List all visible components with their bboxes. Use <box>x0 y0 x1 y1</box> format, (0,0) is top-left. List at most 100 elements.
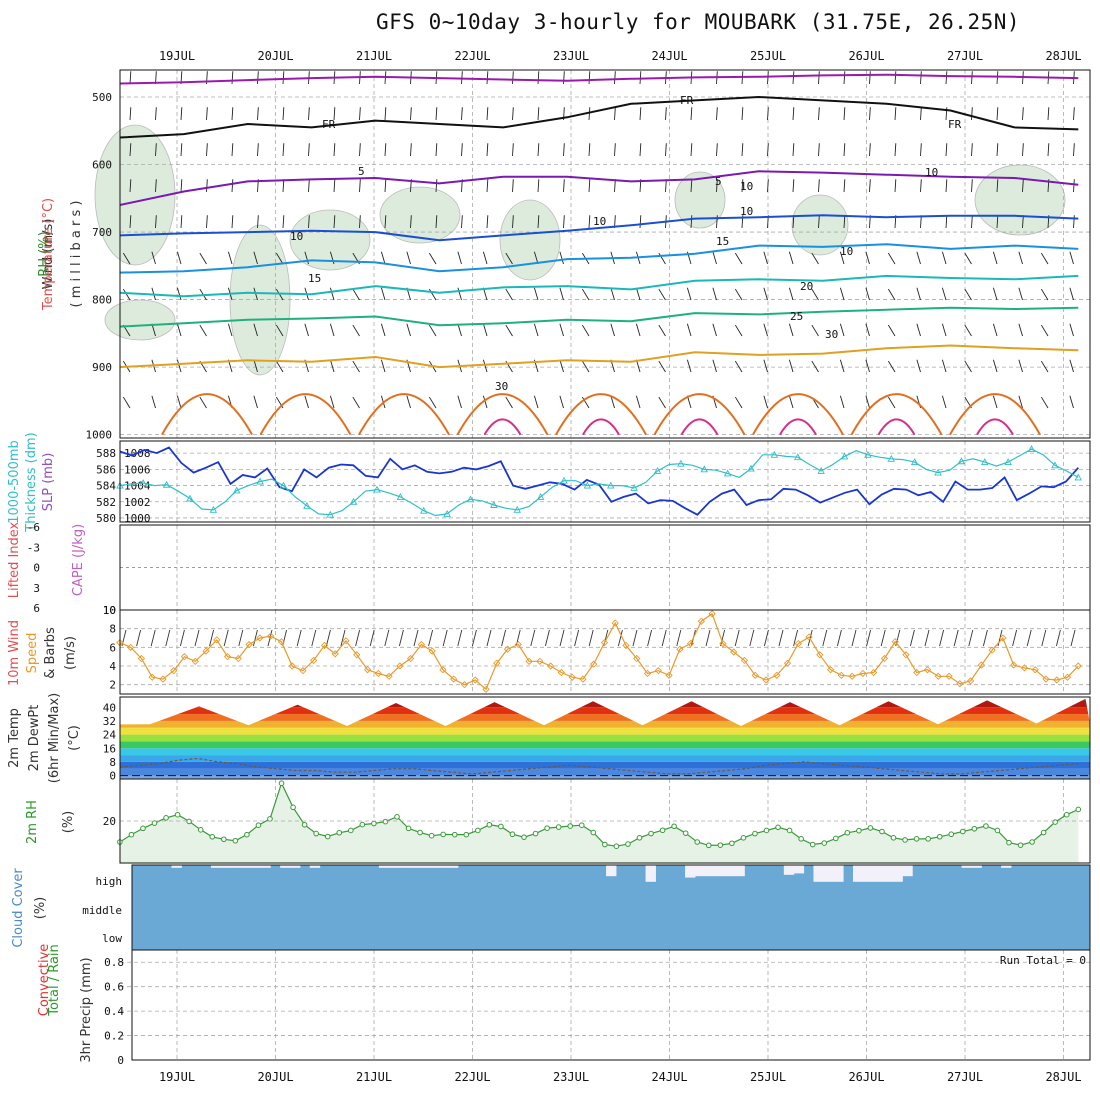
rh2m-point <box>1006 839 1012 846</box>
wind-barb <box>282 143 285 157</box>
wind-barb <box>843 215 846 229</box>
thickness-point <box>560 476 568 484</box>
wind10m-barb <box>720 629 726 647</box>
thickness-point <box>186 494 194 502</box>
wind10m-barb <box>223 629 229 647</box>
wind-barb <box>614 179 616 193</box>
wind-barb <box>1069 287 1074 301</box>
thickness-point <box>770 450 779 458</box>
wind-barb <box>129 107 132 121</box>
thickness-point <box>209 505 218 513</box>
0-ylabel: ( m i l l i b a r s ) <box>69 201 84 308</box>
wind-barb <box>581 360 590 373</box>
wind-barb <box>199 324 207 337</box>
pressure-tick: 1000 <box>86 429 113 442</box>
thickness-point <box>373 485 381 493</box>
wind10m-barb <box>398 629 404 647</box>
wind10m-barb <box>866 629 872 647</box>
wind-barb <box>843 179 846 193</box>
wind-barb <box>359 143 361 157</box>
wind-barb <box>1069 395 1074 409</box>
wind-barb <box>658 252 666 265</box>
rh2m-point <box>382 818 389 825</box>
wind-barb <box>894 71 897 85</box>
wind10m-barb <box>705 629 711 647</box>
wind-barb <box>1040 360 1049 373</box>
rh2m-point <box>486 821 493 828</box>
wind-barb <box>839 251 845 265</box>
rh2m-point <box>844 829 851 836</box>
wind10m-point <box>525 657 533 665</box>
wind-barb <box>512 215 514 229</box>
thickness-point <box>139 479 148 487</box>
rh2m-point <box>613 843 620 850</box>
wind-barb <box>505 324 513 337</box>
wind-barb <box>734 252 743 265</box>
wind10m-point <box>945 672 953 680</box>
wind10m-point <box>277 638 286 646</box>
wind-barb <box>920 107 922 121</box>
wind-barb <box>199 396 207 409</box>
wind10m-point <box>837 671 846 679</box>
wind10m-point <box>676 645 684 653</box>
wind-barb <box>180 107 183 121</box>
wind-barb <box>792 179 795 193</box>
temp-band <box>120 734 1090 742</box>
wind-barb <box>941 251 947 265</box>
wind10m-barb <box>282 629 288 647</box>
wind10m-barb <box>501 629 507 647</box>
wind-barb <box>537 215 540 229</box>
thickness-point <box>326 510 335 518</box>
wind10m-point <box>1063 673 1072 681</box>
rh2m-point <box>671 823 677 830</box>
cloud-gap <box>220 865 232 868</box>
wind-barb <box>920 179 922 193</box>
wind-barb <box>308 215 310 229</box>
temp-tick: 24 <box>103 729 117 742</box>
wind-frame <box>119 609 1091 695</box>
wind-barb <box>869 107 871 121</box>
rh2m-point <box>867 825 874 831</box>
wind10m-point <box>180 653 189 661</box>
wind10m-point <box>773 671 781 679</box>
wind-barb <box>435 215 438 229</box>
cloud-gap <box>783 865 795 875</box>
wind-barb <box>282 179 285 193</box>
wind-barb <box>155 179 157 193</box>
wind10m-point <box>590 660 598 668</box>
wind-barb <box>788 287 794 301</box>
cloud-gap <box>882 865 893 882</box>
rh2m-point <box>659 827 666 834</box>
wind-barb <box>658 396 666 409</box>
wind-barb <box>1073 143 1075 157</box>
wind10m-barb <box>311 629 317 647</box>
date-top: 20JUL <box>257 49 293 63</box>
wind-barb <box>839 287 845 301</box>
wind-barb <box>635 287 641 301</box>
precip-tick: 0.8 <box>104 956 124 969</box>
wind-barb <box>206 143 208 157</box>
wind10m-barb <box>939 629 945 647</box>
wind10m-point <box>353 651 361 659</box>
wind-barb <box>996 215 999 229</box>
wind-barb <box>457 287 462 301</box>
wind-barb <box>992 251 998 265</box>
cloud-gap <box>892 865 903 882</box>
thickness-point <box>864 450 872 458</box>
wind-barb <box>1018 395 1023 409</box>
rh2m-point <box>648 830 654 837</box>
wind-barb <box>658 324 666 337</box>
isotherm-40 <box>680 418 719 436</box>
wind-barb <box>945 179 948 193</box>
4-ylabel: (°C) <box>67 725 82 751</box>
wind-barb <box>329 395 335 409</box>
wind-barb <box>428 396 437 409</box>
thickness-point <box>910 458 919 466</box>
isotherm-40 <box>779 418 817 436</box>
wind-barb <box>971 107 973 121</box>
cloud-gap <box>694 865 706 877</box>
wind-barb <box>763 395 768 409</box>
wind10m-point <box>1053 676 1061 684</box>
wind-barb <box>916 359 921 373</box>
